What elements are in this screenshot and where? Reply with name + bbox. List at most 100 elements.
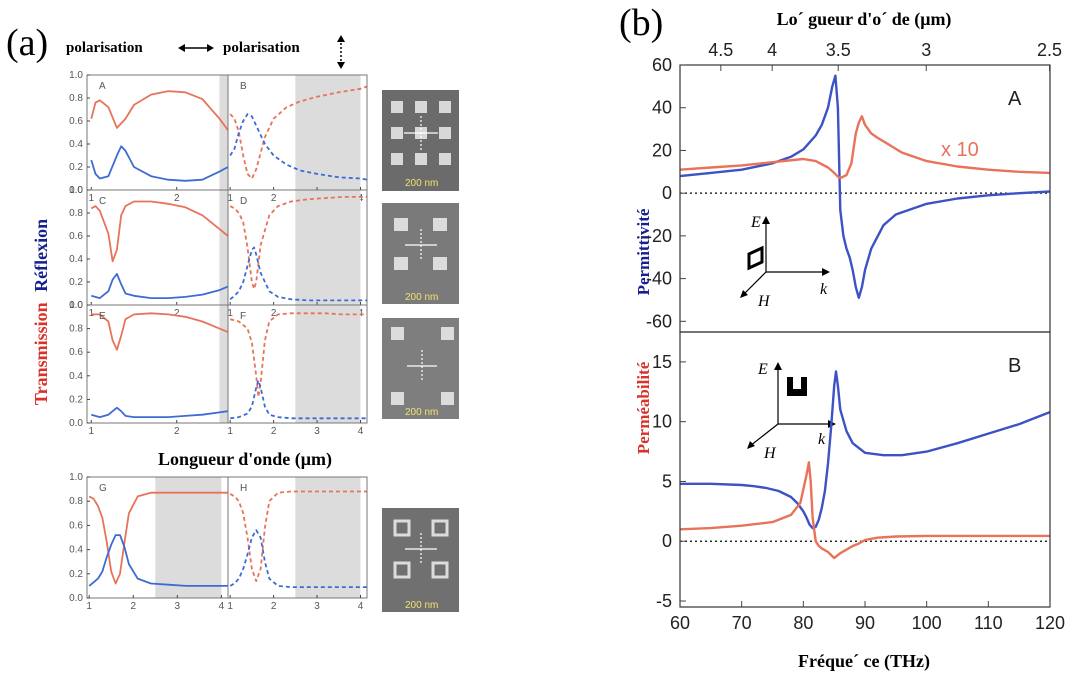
- scale-bar-label-2: 200 nm: [405, 292, 438, 303]
- x-tick-label: 1: [227, 193, 233, 204]
- series-line-second: [679, 115, 1051, 180]
- x-tick-label: 110: [974, 613, 1003, 633]
- y-label-permittivite: Permittivité: [634, 208, 653, 295]
- series-line-first: [229, 195, 367, 290]
- y-tick-label: 0: [662, 183, 672, 203]
- y-tick-label: 20: [652, 140, 672, 160]
- shaded-band: [295, 190, 361, 305]
- x-tick-label: 70: [732, 613, 752, 633]
- y-tick-label: 15: [652, 352, 672, 372]
- y-axis-label-transmission-reflexion: Transmission Réflexion: [31, 219, 51, 405]
- axis-h-label-b: H: [763, 445, 777, 462]
- panel-letter: C: [99, 196, 106, 207]
- y-tick-label: 0.0: [69, 300, 83, 311]
- x-tick-label: 120: [1035, 613, 1065, 633]
- y-tick-label: 0.0: [69, 418, 83, 429]
- axis-k-label-a: k: [820, 281, 828, 298]
- double-arrow-horizontal-icon: [178, 44, 214, 52]
- series-line-first: [88, 491, 228, 585]
- series-line-first: [90, 200, 229, 263]
- y-tick-label: -5: [656, 591, 672, 611]
- top-axis-label-longueur-onde: Lo´ gueur d'o´ de (μm): [777, 9, 952, 30]
- bottom-axis-label-frequence: Fréque´ ce (THz): [798, 651, 930, 672]
- x-tick-label: 2: [271, 601, 277, 612]
- x-tick-label: 1: [86, 601, 92, 612]
- series-line-second: [229, 113, 368, 181]
- x-tick-label: 2: [130, 601, 136, 612]
- series-line-second: [679, 461, 1050, 560]
- panel-letter: A: [1008, 88, 1022, 110]
- shaded-band: [219, 190, 228, 305]
- series-line-second: [230, 379, 367, 420]
- x-tick-label: 3: [314, 601, 320, 612]
- top-x-tick-label: 3: [921, 40, 931, 60]
- series-line-second: [91, 406, 229, 419]
- shaded-band: [219, 75, 228, 190]
- x-tick-label: 1: [227, 601, 233, 612]
- panel-a-letter: (a): [6, 22, 48, 64]
- x-tick-label: 80: [793, 613, 813, 633]
- y-label-reflexion: Réflexion: [31, 219, 51, 292]
- double-arrow-vertical-dotted-icon: [337, 35, 345, 69]
- x-tick-label: 2: [271, 308, 277, 319]
- y-tick-label: 1.0: [69, 185, 83, 196]
- shaded-band: [155, 477, 222, 598]
- axis-e-label-b: E: [757, 361, 768, 378]
- panel-letter: H: [240, 483, 247, 494]
- axis-k-label-b: k: [818, 431, 826, 448]
- x-tick-label: 4: [219, 601, 225, 612]
- x-tick-label: 100: [912, 613, 942, 633]
- panel-letter: F: [240, 311, 246, 322]
- x-tick-label: 2: [271, 193, 277, 204]
- chart-h-a: H 1 2 3 4: [227, 476, 368, 612]
- top-x-tick-label: 3.5: [826, 40, 851, 60]
- scale-bar-label-4: 200 nm: [405, 600, 438, 611]
- top-x-tick-label: 2.5: [1037, 40, 1062, 60]
- x-tick-label: 2: [174, 426, 180, 437]
- panel-letter: D: [240, 196, 247, 207]
- x-tick-label: 4: [358, 193, 364, 204]
- chart-a-b: A -60 -40 -20 0 20 40 60 4.5 4 3.5 3 2.5: [646, 40, 1062, 333]
- sem-image-split-ring-array-1: [382, 90, 459, 191]
- x-tick-label: 3: [314, 426, 320, 437]
- y-tick-label: 0.6: [69, 116, 83, 127]
- panel-letter: B: [240, 81, 247, 92]
- x-axis-label-longueur-onde: Longueur d'onde (μm): [158, 449, 332, 470]
- x-tick-label: 2: [174, 308, 180, 319]
- x-tick-label: 60: [670, 613, 690, 633]
- y-tick-label: 0.2: [69, 277, 83, 288]
- plot-frame: [227, 476, 368, 599]
- series-line-first: [90, 90, 229, 131]
- y-tick-label: -20: [646, 226, 672, 246]
- panel-letter: A: [99, 81, 106, 92]
- x-tick-label: 3: [175, 601, 181, 612]
- y-tick-label: 0.8: [69, 93, 83, 104]
- series-line-second: [90, 145, 229, 182]
- y-tick-label: 0.6: [69, 347, 83, 358]
- y-tick-label: 40: [652, 98, 672, 118]
- axis-h-label-a: H: [757, 293, 771, 310]
- x-tick-label: 1: [88, 193, 94, 204]
- y-tick-label: 1.0: [69, 70, 83, 81]
- plot-frame: [227, 304, 368, 424]
- panel-letter: G: [99, 483, 107, 494]
- y-tick-label: 0.2: [69, 394, 83, 405]
- shaded-band: [295, 305, 361, 423]
- series-line-first: [229, 312, 367, 398]
- chart-g-a: G 0.0 0.2 0.4 0.6 0.8 1.0 1 2 3 4: [69, 472, 229, 612]
- y-tick-label: 0.0: [69, 185, 83, 196]
- y-tick-label: 0.0: [69, 593, 83, 604]
- y-tick-label: 0.8: [69, 324, 83, 335]
- shaded-band: [219, 305, 228, 423]
- plot-frame: [86, 74, 229, 191]
- y-tick-label: 10: [652, 412, 672, 432]
- axes-diagram-b-icon: [747, 362, 836, 449]
- y-tick-label: 0.6: [69, 231, 83, 242]
- y-tick-label: 60: [652, 55, 672, 75]
- plot-frame: [86, 189, 229, 306]
- pol-label-horizontal: polarisation: [66, 40, 143, 56]
- y-label-transmission: Transmission: [31, 302, 51, 405]
- sem-image-split-ring-array-3: [382, 318, 459, 419]
- series-line-first: [679, 74, 1051, 299]
